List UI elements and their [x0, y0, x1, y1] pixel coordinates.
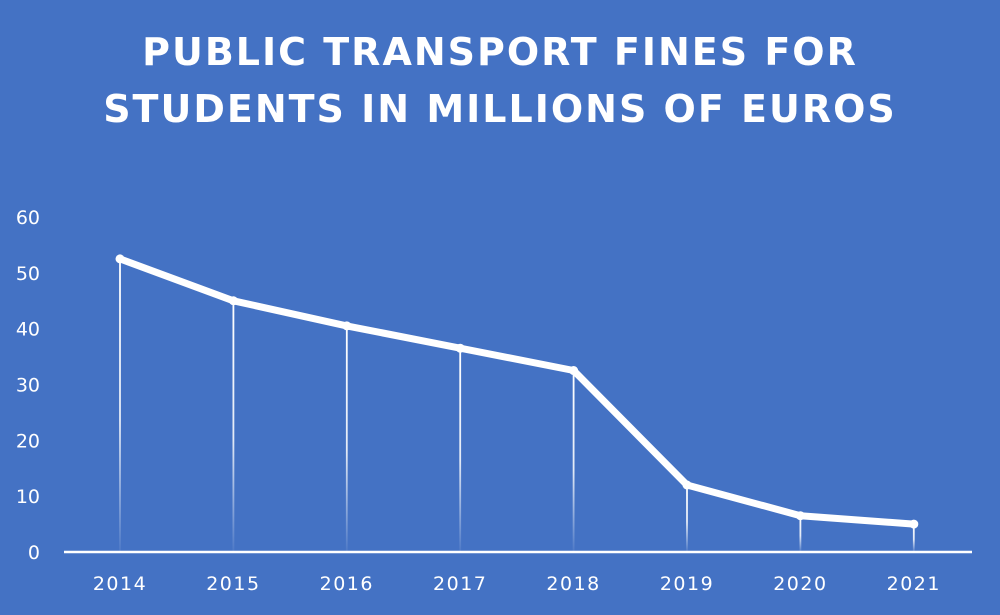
y-tick-label: 0	[28, 542, 40, 564]
chart-title-line-2: STUDENTS IN MILLIONS OF EUROS	[103, 87, 897, 131]
data-point	[115, 254, 125, 264]
y-tick-label: 60	[16, 207, 40, 229]
data-point	[455, 343, 465, 353]
data-point	[909, 519, 919, 529]
y-tick-label: 50	[16, 263, 40, 285]
data-point	[795, 511, 805, 521]
series-line	[116, 255, 918, 528]
x-tick-label: 2015	[206, 573, 260, 595]
x-tick-label: 2021	[887, 573, 941, 595]
x-tick-label: 2020	[773, 573, 827, 595]
y-tick-label: 40	[16, 319, 40, 341]
drop-line	[345, 325, 348, 552]
x-tick-label: 2016	[320, 573, 374, 595]
y-axis-ticks: 0 10 20 30 40 50 60	[16, 207, 40, 564]
x-axis-ticks: 2014 2015 2016 2017 2018 2019 2020 2021	[93, 573, 941, 595]
drop-line	[799, 515, 802, 552]
data-point	[228, 296, 238, 306]
drop-line	[232, 300, 235, 552]
x-tick-label: 2019	[660, 573, 714, 595]
drop-line	[686, 485, 688, 552]
data-points	[115, 254, 919, 529]
y-tick-label: 20	[16, 430, 40, 452]
drop-lines	[119, 258, 915, 552]
y-tick-label: 30	[16, 375, 40, 397]
chart-title-line-1: PUBLIC TRANSPORT FINES FOR	[142, 30, 858, 74]
drop-line	[572, 370, 575, 552]
data-point	[682, 480, 692, 490]
x-tick-label: 2014	[93, 573, 147, 595]
data-point	[342, 321, 352, 331]
drop-line	[912, 524, 915, 552]
x-tick-label: 2017	[433, 573, 487, 595]
x-tick-label: 2018	[546, 573, 600, 595]
y-tick-label: 10	[16, 486, 40, 508]
data-point	[569, 366, 579, 376]
drop-line	[119, 258, 121, 552]
drop-line	[459, 348, 462, 552]
